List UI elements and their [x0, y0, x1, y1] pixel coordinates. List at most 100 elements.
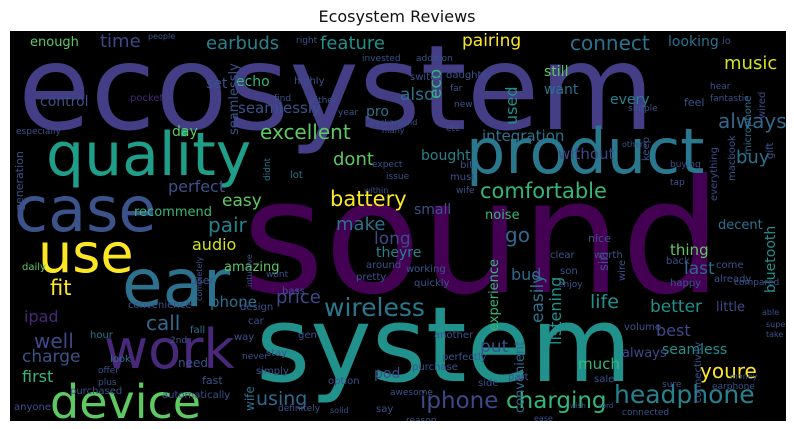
word-used: used — [502, 86, 521, 125]
word-enjoy: enjoy — [558, 280, 583, 290]
word-best: best — [656, 321, 691, 340]
word-pod: pod — [374, 366, 401, 382]
word-put: put — [480, 337, 509, 357]
word-live: wife — [243, 386, 257, 411]
word-way: way — [234, 332, 255, 343]
word-seamless: seamless — [662, 342, 728, 358]
word-cloud-canvas: ecosystem sound system quality product c… — [10, 31, 786, 421]
word-hear: hear — [710, 82, 731, 92]
word-hour: hour — [90, 330, 113, 341]
word-purchase: purchase — [412, 362, 458, 373]
word-battery: battery — [330, 187, 407, 211]
word-fast: fast — [202, 374, 223, 387]
word-iphone: iphone — [420, 388, 499, 414]
word-connectivity: connectivity — [693, 341, 704, 403]
word-others: others — [622, 140, 648, 149]
word-buying: buying — [670, 160, 701, 170]
word-enough: enough — [30, 35, 79, 50]
word-simple: simple — [628, 104, 658, 114]
word-integration: integration — [482, 127, 565, 145]
word-make: make — [336, 214, 386, 235]
word-using: using — [256, 388, 308, 410]
word-fall: fall — [190, 325, 206, 336]
word-daily: daily — [22, 262, 46, 273]
word-seamlessly: seamlessly — [238, 99, 321, 117]
word-feel: feel — [684, 96, 705, 109]
word-intuitive: intuitive — [245, 254, 254, 287]
word-reason: reason — [406, 416, 437, 422]
word-nice: nice — [588, 232, 611, 245]
word-macbook: macbook — [727, 135, 738, 181]
word-people: people — [148, 32, 176, 41]
word-new: new — [454, 100, 473, 110]
word-buy: buy — [736, 147, 770, 168]
word-wireless: wireless — [324, 293, 425, 322]
word-phone: phone — [210, 293, 257, 311]
word-definitely: definitely — [278, 404, 321, 414]
word-switch: switch — [410, 72, 442, 83]
word-car: car — [248, 316, 264, 327]
word-solid: solid — [330, 406, 349, 415]
word-always: always — [718, 109, 786, 133]
chart-title: Ecosystem Reviews — [318, 7, 476, 26]
word-system: system — [256, 284, 632, 406]
word-generation: generation — [13, 151, 26, 211]
word-ease: ease — [534, 414, 553, 422]
word-use: use — [38, 222, 134, 285]
word-option: option — [328, 376, 360, 387]
word-noise: noise — [485, 208, 520, 223]
word-purchased: purchased — [70, 386, 123, 397]
word-need: need — [178, 356, 208, 370]
word-wire: wire — [617, 259, 628, 281]
word-decent: decent — [718, 218, 763, 233]
word-didnt: didnt — [263, 157, 273, 181]
word-anyone: anyone — [14, 402, 51, 413]
word-little: little — [716, 300, 746, 315]
word-perfect: perfect — [168, 177, 226, 196]
word-time: time — [100, 31, 141, 52]
word-sale: sale — [594, 374, 615, 385]
word-issue: issue — [386, 172, 410, 182]
word-plus: plus — [98, 378, 117, 388]
word-recommend: recommend — [134, 205, 212, 220]
word-within: within — [364, 186, 389, 195]
word-easily: easily — [528, 273, 548, 323]
word-small: small — [414, 202, 452, 218]
word-already: already — [714, 274, 752, 285]
word-every: every — [610, 92, 650, 108]
word-2nd: 2nd — [170, 336, 188, 346]
word-pocket: pocket — [130, 93, 164, 104]
word-highly: highly — [294, 76, 325, 87]
word-working: working — [406, 264, 446, 275]
word-pretty: pretty — [356, 272, 387, 283]
word-come: come — [716, 260, 744, 271]
word-sound: sound — [242, 146, 722, 330]
word-earbuds: earbuds — [206, 33, 280, 54]
word-super: super — [766, 320, 786, 329]
word-first: first — [22, 367, 54, 386]
word-bought: bought — [421, 148, 471, 164]
word-day: day — [172, 124, 198, 140]
word-device: device — [50, 375, 202, 421]
word-ear: ear — [122, 245, 231, 322]
word-headphone: headphone — [614, 380, 755, 409]
word-connected: connected — [622, 408, 670, 418]
word-part: part — [508, 372, 529, 383]
word-take: take — [766, 330, 784, 339]
word-bass: bass — [282, 286, 305, 297]
word-bit: bit — [460, 160, 474, 171]
word-experience: experience — [487, 258, 502, 331]
word-seamlessly2: seamlessly — [227, 63, 242, 135]
word-able: able — [762, 308, 780, 317]
word-right: right — [296, 36, 318, 46]
word-without: without — [558, 145, 615, 163]
word-must: must — [450, 172, 476, 183]
word-product: product — [466, 115, 705, 188]
word-happy: happy — [670, 278, 702, 289]
word-easy: easy — [222, 191, 262, 211]
word-money: money — [730, 372, 758, 381]
word-cord: cord — [598, 402, 614, 410]
word-son: son — [560, 266, 578, 277]
word-charging: charging — [506, 388, 607, 414]
word-lot: lot — [290, 170, 303, 181]
